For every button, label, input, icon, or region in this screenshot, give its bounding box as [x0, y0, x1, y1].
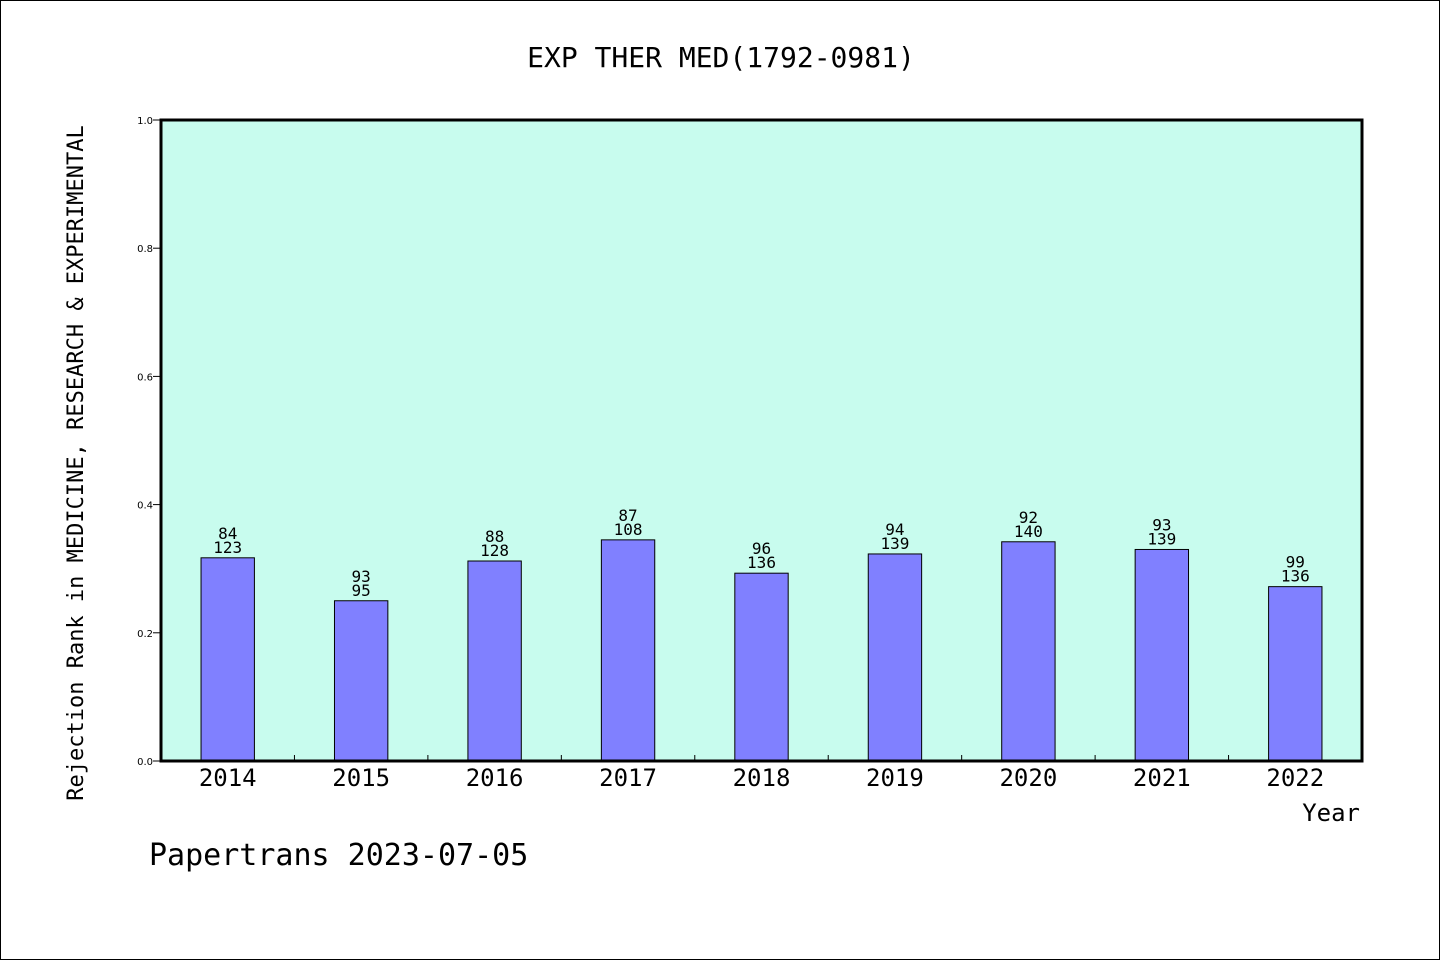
- bar: [467, 560, 522, 762]
- bar: [333, 600, 389, 762]
- y-tick-label: 1.0: [137, 116, 153, 127]
- bar: [734, 572, 789, 762]
- bar-label-top: 93: [352, 567, 371, 586]
- bar-label-top: 96: [752, 539, 771, 558]
- bar: [867, 553, 923, 762]
- bar: [1134, 548, 1190, 762]
- chart-title: EXP THER MED(1792-0981): [527, 41, 915, 74]
- bar-label-top: 88: [485, 527, 504, 546]
- y-tick-label: 0.2: [137, 629, 153, 640]
- bar-label-bottom: 136: [747, 553, 776, 572]
- bar-label-bottom: 139: [880, 534, 909, 553]
- bar: [1001, 541, 1056, 762]
- x-tick-label: 2015: [332, 764, 390, 792]
- y-axis-label: Rejection Rank in MEDICINE, RESEARCH & E…: [64, 125, 89, 801]
- bar-label-bottom: 128: [480, 541, 509, 560]
- bar-label-bottom: 139: [1147, 529, 1176, 548]
- x-tick-label: 2016: [466, 764, 524, 792]
- bar-label-bottom: 140: [1014, 522, 1043, 541]
- plot-border: [159, 118, 1364, 763]
- x-tick-label: 2017: [599, 764, 657, 792]
- bar: [600, 539, 656, 762]
- bar-label-bottom: 108: [614, 520, 643, 539]
- x-axis-label: Year: [1302, 799, 1360, 827]
- y-tick-label: 0.6: [137, 372, 153, 383]
- x-tick-label: 2020: [999, 764, 1057, 792]
- x-axis-ticks: 2014 2015 2016 2017 2018 2019 2020 2021 2022: [199, 755, 1324, 792]
- bar-label-top: 93: [1152, 515, 1171, 534]
- bar: [1268, 586, 1323, 762]
- bar: [200, 557, 255, 762]
- bar-label-bottom: 136: [1281, 567, 1310, 586]
- bar-label-top: 92: [1019, 508, 1038, 527]
- bar-label-top: 94: [885, 520, 904, 539]
- bar-label-top: 87: [618, 506, 637, 525]
- y-axis-ticks: 0.0 0.2 0.4 0.6 0.8 1.0: [137, 116, 161, 768]
- x-tick-label: 2021: [1133, 764, 1191, 792]
- x-tick-label: 2018: [733, 764, 791, 792]
- bar-label-bottom: 95: [352, 581, 371, 600]
- y-tick-label: 0.0: [137, 757, 153, 768]
- bar-label-bottom: 123: [213, 538, 242, 557]
- footer-text: Papertrans 2023-07-05: [149, 838, 528, 873]
- x-tick-label: 2014: [199, 764, 257, 792]
- x-tick-label: 2019: [866, 764, 924, 792]
- x-tick-label: 2022: [1266, 764, 1324, 792]
- bar-label-top: 99: [1286, 553, 1305, 572]
- bar-label-top: 84: [218, 524, 237, 543]
- y-tick-label: 0.8: [137, 244, 153, 255]
- y-tick-label: 0.4: [137, 501, 153, 512]
